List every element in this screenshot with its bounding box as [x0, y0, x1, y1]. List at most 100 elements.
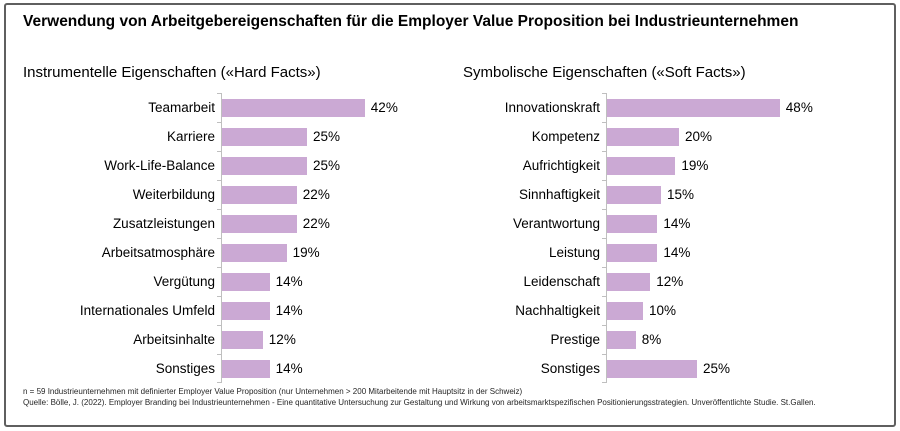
bar-row: Verantwortung 14%	[463, 209, 883, 238]
bar-rows-hard-facts: Teamarbeit 42% Karriere 25% Work-Life-Balanc…	[23, 93, 463, 383]
category-label: Aufrichtigkeit	[522, 158, 600, 173]
bar-rows-soft-facts: Innovationskraft 48% Kompetenz 20% Aufrichti…	[463, 93, 883, 383]
category-label: Prestige	[550, 332, 600, 347]
value-label: 12%	[268, 332, 296, 347]
bar-row: Vergütung 14%	[23, 267, 463, 296]
value-label: 14%	[275, 303, 303, 318]
category-label: Zusatzleistungen	[112, 216, 215, 231]
category-label: Sinnhaftigkeit	[518, 187, 600, 202]
bar-cell: 15%	[602, 180, 883, 209]
bar-row: Innovationskraft 48%	[463, 93, 883, 122]
category-label: Leidenschaft	[523, 274, 600, 289]
bar-cell: 14%	[217, 354, 463, 383]
bar-row: Leistung 14%	[463, 238, 883, 267]
value-label: 22%	[302, 216, 330, 231]
bar-cell: 14%	[217, 296, 463, 325]
bar-row: Aufrichtigkeit 19%	[463, 151, 883, 180]
category-label: Innovationskraft	[504, 100, 600, 115]
bar-row: Teamarbeit 42%	[23, 93, 463, 122]
bar	[222, 156, 307, 175]
bar-row: Sonstiges 25%	[463, 354, 883, 383]
category-label: Work-Life-Balance	[104, 158, 215, 173]
category-label: Arbeitsatmosphäre	[101, 245, 215, 260]
value-label: 25%	[313, 129, 341, 144]
page-title: Verwendung von Arbeitgebereigenschaften …	[23, 13, 799, 30]
bar	[607, 301, 643, 320]
category-label: Leistung	[548, 245, 600, 260]
category-label: Internationales Umfeld	[79, 303, 215, 318]
category-label: Sonstiges	[540, 361, 600, 376]
value-label: 14%	[275, 274, 303, 289]
bar	[222, 272, 270, 291]
bar	[222, 214, 297, 233]
category-label: Arbeitsinhalte	[133, 332, 215, 347]
bar-row: Internationales Umfeld 14%	[23, 296, 463, 325]
bar	[607, 359, 697, 378]
bar-row: Work-Life-Balance 25%	[23, 151, 463, 180]
value-label: 8%	[641, 332, 662, 347]
bar-cell: 12%	[602, 267, 883, 296]
category-label: Vergütung	[153, 274, 215, 289]
category-label: Sonstiges	[155, 361, 215, 376]
bar-row: Arbeitsatmosphäre 19%	[23, 238, 463, 267]
bar-cell: 20%	[602, 122, 883, 151]
value-label: 14%	[663, 216, 691, 231]
bar	[222, 330, 263, 349]
bar	[222, 243, 287, 262]
chart-subtitle-soft-facts: Symbolische Eigenschaften («Soft Facts»)	[463, 64, 746, 81]
bar-cell: 14%	[602, 238, 883, 267]
bar	[607, 98, 780, 117]
bar	[222, 359, 270, 378]
bar-cell: 12%	[217, 325, 463, 354]
footnote-source: Quelle: Bölle, J. (2022). Employer Brand…	[23, 397, 816, 407]
bar-row: Sinnhaftigkeit 15%	[463, 180, 883, 209]
category-label: Kompetenz	[531, 129, 600, 144]
bar-cell: 19%	[217, 238, 463, 267]
bar-row: Nachhaltigkeit 10%	[463, 296, 883, 325]
bar-cell: 14%	[602, 209, 883, 238]
value-label: 19%	[681, 158, 709, 173]
bar-row: Prestige 8%	[463, 325, 883, 354]
bar-row: Leidenschaft 12%	[463, 267, 883, 296]
bar	[607, 330, 636, 349]
footnote: n = 59 Industrieunternehmen mit definier…	[23, 387, 878, 408]
category-label: Nachhaltigkeit	[515, 303, 600, 318]
bar-cell: 22%	[217, 180, 463, 209]
value-label: 14%	[275, 361, 303, 376]
bar-row: Weiterbildung 22%	[23, 180, 463, 209]
category-label: Verantwortung	[512, 216, 600, 231]
bar-cell: 25%	[602, 354, 883, 383]
bar-row: Arbeitsinhalte 12%	[23, 325, 463, 354]
bar	[222, 185, 297, 204]
bar-cell: 19%	[602, 151, 883, 180]
value-label: 25%	[313, 158, 341, 173]
bar	[607, 127, 679, 146]
bar	[607, 156, 676, 175]
value-label: 25%	[703, 361, 731, 376]
bar	[607, 243, 658, 262]
bar-cell: 48%	[602, 93, 883, 122]
category-label: Teamarbeit	[148, 100, 215, 115]
chart-panel-soft-facts: Symbolische Eigenschaften («Soft Facts»)…	[463, 64, 883, 383]
bar	[607, 185, 661, 204]
bar-cell: 10%	[602, 296, 883, 325]
bar	[607, 214, 658, 233]
value-label: 19%	[292, 245, 320, 260]
bar-cell: 42%	[217, 93, 463, 122]
bar-cell: 8%	[602, 325, 883, 354]
bar	[222, 98, 365, 117]
bar-row: Kompetenz 20%	[463, 122, 883, 151]
bar-cell: 22%	[217, 209, 463, 238]
bar	[222, 301, 270, 320]
footnote-sample-note: n = 59 Industrieunternehmen mit definier…	[23, 387, 523, 396]
chart-subtitle-hard-facts: Instrumentelle Eigenschaften («Hard Fact…	[23, 64, 321, 81]
value-label: 42%	[370, 100, 398, 115]
value-label: 20%	[685, 129, 713, 144]
value-label: 48%	[785, 100, 813, 115]
charts-container: Instrumentelle Eigenschaften («Hard Fact…	[23, 64, 883, 383]
bar-cell: 25%	[217, 122, 463, 151]
category-label: Weiterbildung	[132, 187, 215, 202]
chart-frame: Verwendung von Arbeitgebereigenschaften …	[4, 3, 896, 427]
value-label: 10%	[649, 303, 677, 318]
value-label: 15%	[667, 187, 695, 202]
